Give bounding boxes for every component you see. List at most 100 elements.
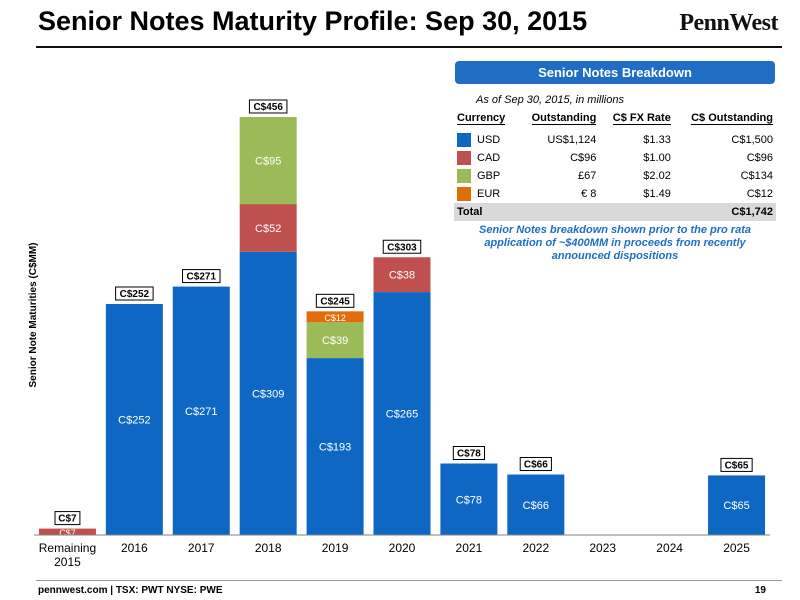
total-label-box [315, 293, 355, 308]
segment-label: C$193 [319, 442, 351, 454]
total-label-box [452, 446, 486, 460]
cad-outstanding-cell: C$96 [746, 152, 773, 164]
total-label: C$245 [320, 296, 350, 307]
x-tick-label: 2020 [389, 541, 416, 555]
currency-cell: GBP [454, 167, 517, 185]
cad-outstanding-cell: C$12 [746, 188, 773, 200]
total-label: C$252 [120, 289, 150, 300]
currency-cell: USD [454, 127, 517, 149]
bar-segment-cad [373, 257, 431, 293]
col-outstanding: Outstanding [531, 112, 597, 125]
bar-segment-eur [306, 311, 364, 323]
page-number: 19 [754, 585, 766, 596]
currency-cell: CAD [454, 149, 517, 167]
fx-rate-cell: $1.49 [643, 188, 671, 200]
bar-segment-usd [373, 292, 431, 535]
cad-swatch [457, 151, 471, 165]
segment-label: C$12 [324, 313, 346, 323]
segment-label: C$271 [185, 406, 217, 418]
x-tick-label: 2017 [188, 541, 215, 555]
total-label: Total [454, 203, 518, 221]
segment-label: C$309 [252, 388, 284, 400]
bar-segment-usd [507, 474, 565, 535]
outstanding-cell: £67 [578, 170, 597, 182]
x-tick-label: 2016 [121, 541, 148, 555]
eur-swatch [457, 187, 471, 201]
total-label-box [115, 286, 154, 301]
pennwest-logo: PennWest [679, 10, 778, 36]
total-label: C$271 [187, 272, 217, 283]
total-label: C$303 [387, 242, 417, 253]
total-label: C$78 [457, 449, 481, 460]
x-tick-label: 2022 [522, 541, 549, 555]
x-tick-label: 2015 [54, 555, 81, 569]
bar-segment-usd [708, 475, 766, 535]
breakdown-row-usd: USD US$1,124 $1.33 C$1,500 [454, 127, 776, 149]
bar-segment-usd [440, 463, 498, 535]
breakdown-header-row: Currency Outstanding C$ FX Rate C$ Outst… [454, 109, 776, 127]
breakdown-total-row: Total C$1,742 [454, 203, 776, 221]
bar-segment-cad [239, 204, 297, 252]
x-tick-label: 2018 [255, 541, 282, 555]
fx-rate-cell: $1.33 [643, 134, 671, 146]
segment-label: C$39 [322, 335, 348, 347]
footer-text: pennwest.com | TSX: PWT NYSE: PWE [38, 585, 223, 596]
breakdown-table: Currency Outstanding C$ FX Rate C$ Outst… [454, 109, 776, 221]
x-tick-label: 2024 [656, 541, 683, 555]
segment-label: C$65 [723, 500, 749, 512]
bar-segment-usd [172, 286, 230, 535]
col-currency: Currency [457, 112, 506, 125]
total-label: C$65 [725, 460, 749, 471]
x-tick-label: 2025 [723, 541, 750, 555]
segment-label: C$38 [389, 270, 415, 282]
total-label-box [182, 269, 221, 284]
outstanding-cell: € 8 [581, 188, 597, 200]
bar-segment-gbp [239, 117, 297, 205]
x-tick-label: 2023 [589, 541, 616, 555]
segment-label: C$52 [255, 223, 281, 235]
fx-rate-cell: $1.00 [643, 152, 671, 164]
title-divider [36, 46, 782, 48]
segment-label: C$265 [386, 409, 418, 421]
total-label-box [720, 457, 753, 472]
bar-segment-cad [38, 528, 96, 535]
x-tick-label: Remaining [39, 541, 96, 555]
x-tick-label: 2019 [322, 541, 349, 555]
total-label-box [54, 511, 81, 526]
cad-outstanding-cell: C$134 [740, 170, 773, 182]
usd-swatch [457, 133, 471, 147]
outstanding-cell: US$1,124 [547, 134, 597, 146]
cad-outstanding-cell: C$1,500 [731, 134, 773, 146]
total-label: C$66 [524, 460, 548, 471]
y-axis-label: Senior Note Maturities (C$MM) [28, 242, 39, 387]
segment-label: C$252 [118, 415, 150, 427]
col-cad-outstanding: C$ Outstanding [691, 112, 773, 125]
bar-segment-usd [306, 358, 364, 535]
segment-label: C$66 [523, 500, 549, 512]
segment-label: C$95 [255, 156, 281, 168]
total-label: C$456 [253, 102, 283, 113]
gbp-swatch [457, 169, 471, 183]
outstanding-cell: C$96 [570, 152, 597, 164]
breakdown-subtitle: As of Sep 30, 2015, in millions [476, 94, 624, 106]
x-tick-label: 2021 [456, 541, 483, 555]
footer-divider [36, 580, 782, 581]
bar-segment-gbp [306, 322, 364, 359]
currency-cell: EUR [454, 185, 517, 203]
col-fx-rate: C$ FX Rate [612, 112, 671, 125]
segment-label: C$7 [59, 528, 76, 538]
total-label: C$7 [58, 514, 77, 525]
fx-rate-cell: $2.02 [643, 170, 671, 182]
breakdown-row-gbp: GBP £67 $2.02 C$134 [454, 167, 776, 185]
total-value: C$1,742 [673, 203, 776, 221]
total-label-box [519, 457, 552, 471]
bar-segment-usd [105, 304, 163, 535]
bar-segment-usd [239, 251, 297, 535]
page-title: Senior Notes Maturity Profile: Sep 30, 2… [38, 6, 588, 36]
breakdown-note: Senior Notes breakdown shown prior to th… [479, 224, 751, 262]
breakdown-row-cad: CAD C$96 $1.00 C$96 [454, 149, 776, 167]
total-label-box [382, 239, 422, 254]
breakdown-row-eur: EUR € 8 $1.49 C$12 [454, 185, 776, 203]
total-label-box [248, 99, 288, 114]
